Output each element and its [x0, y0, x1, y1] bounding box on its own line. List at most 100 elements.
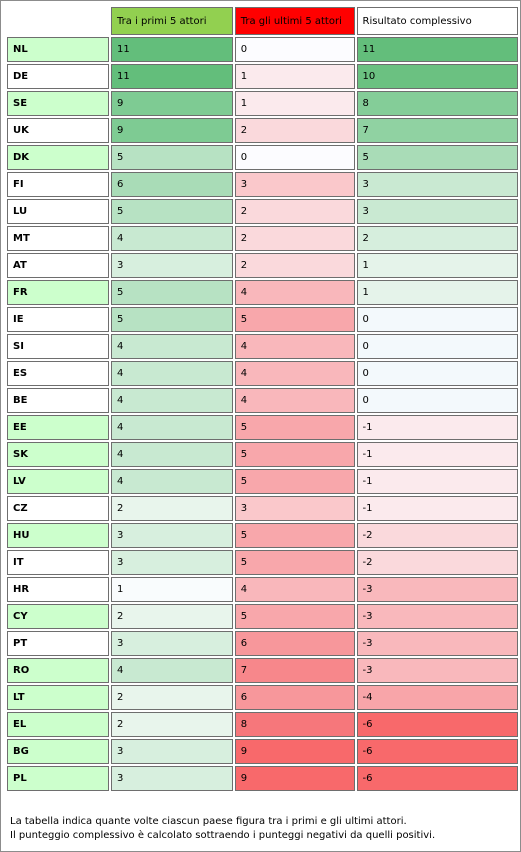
bottom-performers-cell: 3 — [234, 496, 355, 521]
bottom-performers-cell: 8 — [234, 712, 355, 737]
table-row: CZ 2 3 -1 — [7, 496, 518, 521]
header-overall-score: Risultato complessivo — [356, 7, 518, 35]
top-performers-cell: 1 — [111, 577, 233, 602]
country-cell: SK — [7, 442, 110, 467]
top-performers-cell: 5 — [111, 145, 233, 170]
overall-score-cell: -4 — [356, 685, 518, 710]
overall-score-cell: 7 — [356, 118, 518, 143]
country-cell: EL — [7, 712, 110, 737]
bottom-performers-cell: 5 — [234, 523, 355, 548]
country-cell: PL — [7, 766, 110, 791]
table-row: LV 4 5 -1 — [7, 469, 518, 494]
table-row: PT 3 6 -3 — [7, 631, 518, 656]
country-cell: ES — [7, 361, 110, 386]
bottom-performers-cell: 3 — [234, 172, 355, 197]
table-row: IE 5 5 0 — [7, 307, 518, 332]
overall-score-cell: -3 — [356, 604, 518, 629]
top-performers-cell: 4 — [111, 334, 233, 359]
top-performers-cell: 5 — [111, 307, 233, 332]
bottom-performers-cell: 4 — [234, 280, 355, 305]
bottom-performers-cell: 7 — [234, 658, 355, 683]
country-cell: MT — [7, 226, 110, 251]
bottom-performers-cell: 6 — [234, 685, 355, 710]
top-performers-cell: 4 — [111, 658, 233, 683]
country-cell: IE — [7, 307, 110, 332]
country-cell: BG — [7, 739, 110, 764]
country-cell: AT — [7, 253, 110, 278]
overall-score-cell: 3 — [356, 172, 518, 197]
table-row: SE 9 1 8 — [7, 91, 518, 116]
bottom-performers-cell: 5 — [234, 442, 355, 467]
overall-score-cell: 2 — [356, 226, 518, 251]
country-cell: SE — [7, 91, 110, 116]
country-cell: EE — [7, 415, 110, 440]
country-cell: LV — [7, 469, 110, 494]
top-performers-cell: 2 — [111, 712, 233, 737]
top-performers-cell: 4 — [111, 415, 233, 440]
table-row: SI 4 4 0 — [7, 334, 518, 359]
country-cell: BE — [7, 388, 110, 413]
bottom-performers-cell: 0 — [234, 145, 355, 170]
bottom-performers-cell: 5 — [234, 550, 355, 575]
header-row: Tra i primi 5 attori Tra gli ultimi 5 at… — [7, 7, 518, 35]
footnote-line-2: Il punteggio complessivo è calcolato sot… — [10, 830, 436, 841]
overall-score-cell: -1 — [356, 442, 518, 467]
table-body: NL 11 0 11 DE 11 1 10 SE 9 1 8 UK 9 2 7 DK 5 0 5 FI 6 3 3 LU 5 2 3 M… — [7, 37, 518, 791]
country-cell: DE — [7, 64, 110, 89]
overall-score-cell: 10 — [356, 64, 518, 89]
bottom-performers-cell: 4 — [234, 388, 355, 413]
country-cell: CY — [7, 604, 110, 629]
country-cell: IT — [7, 550, 110, 575]
overall-score-cell: -1 — [356, 469, 518, 494]
bottom-performers-cell: 9 — [234, 739, 355, 764]
country-cell: SI — [7, 334, 110, 359]
bottom-performers-cell: 2 — [234, 253, 355, 278]
bottom-performers-cell: 2 — [234, 226, 355, 251]
table-row: EL 2 8 -6 — [7, 712, 518, 737]
table-row: ES 4 4 0 — [7, 361, 518, 386]
table-row: PL 3 9 -6 — [7, 766, 518, 791]
table-row: EE 4 5 -1 — [7, 415, 518, 440]
country-cell: FR — [7, 280, 110, 305]
table-row: LT 2 6 -4 — [7, 685, 518, 710]
table-row: BE 4 4 0 — [7, 388, 518, 413]
top-performers-cell: 3 — [111, 550, 233, 575]
country-cell: LT — [7, 685, 110, 710]
table-row: FR 5 4 1 — [7, 280, 518, 305]
overall-score-cell: -6 — [356, 739, 518, 764]
country-cell: DK — [7, 145, 110, 170]
overall-score-cell: 8 — [356, 91, 518, 116]
country-cell: HR — [7, 577, 110, 602]
overall-score-cell: 0 — [356, 361, 518, 386]
bottom-performers-cell: 2 — [234, 118, 355, 143]
top-performers-cell: 3 — [111, 253, 233, 278]
table-row: HU 3 5 -2 — [7, 523, 518, 548]
top-performers-cell: 5 — [111, 199, 233, 224]
country-cell: PT — [7, 631, 110, 656]
table-row: DE 11 1 10 — [7, 64, 518, 89]
overall-score-cell: -3 — [356, 658, 518, 683]
table-row: CY 2 5 -3 — [7, 604, 518, 629]
top-performers-cell: 4 — [111, 469, 233, 494]
overall-score-cell: -6 — [356, 712, 518, 737]
header-bottom-performers: Tra gli ultimi 5 attori — [234, 7, 355, 35]
overall-score-cell: 5 — [356, 145, 518, 170]
overall-score-cell: 0 — [356, 334, 518, 359]
bottom-performers-cell: 5 — [234, 604, 355, 629]
top-performers-cell: 3 — [111, 631, 233, 656]
overall-score-cell: 1 — [356, 253, 518, 278]
top-performers-cell: 4 — [111, 388, 233, 413]
bottom-performers-cell: 1 — [234, 64, 355, 89]
bottom-performers-cell: 5 — [234, 307, 355, 332]
top-performers-cell: 4 — [111, 361, 233, 386]
country-cell: HU — [7, 523, 110, 548]
overall-score-cell: 1 — [356, 280, 518, 305]
overall-score-cell: -3 — [356, 631, 518, 656]
table-row: AT 3 2 1 — [7, 253, 518, 278]
country-cell: NL — [7, 37, 110, 62]
bottom-performers-cell: 5 — [234, 415, 355, 440]
top-performers-cell: 9 — [111, 91, 233, 116]
table-row: UK 9 2 7 — [7, 118, 518, 143]
table-row: NL 11 0 11 — [7, 37, 518, 62]
